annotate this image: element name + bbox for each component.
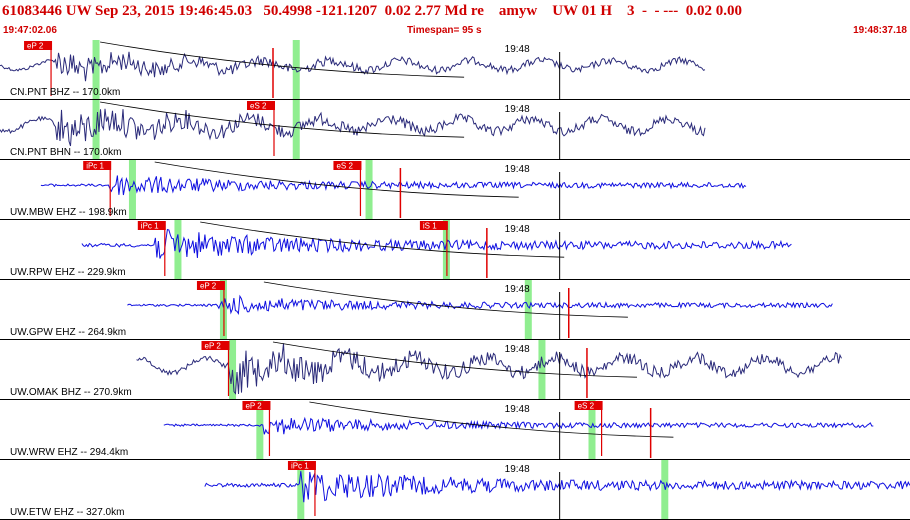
time-marker-label: 19:48 (505, 464, 530, 475)
travel-time-curve (100, 41, 465, 78)
phase-window[interactable] (256, 400, 264, 459)
pick-box[interactable] (196, 281, 225, 290)
phase-pick[interactable]: eS 2 (247, 101, 275, 156)
phase-window[interactable] (588, 400, 596, 459)
time-marker-label: 19:48 (505, 104, 530, 115)
trace-row[interactable]: eP 2 19:48 UW.GPW EHZ -- 264.9km (0, 280, 910, 340)
trace-label: CN.PNT BHZ -- 170.0km (10, 87, 120, 98)
end-time-label: 19:48:37.18 (853, 25, 907, 36)
trace-row[interactable]: eP 2 eS 2 19:48 UW.WRW EHZ -- 294.4km (0, 400, 910, 460)
phase-window[interactable] (92, 40, 100, 99)
phase-pick[interactable]: eP 2 (196, 281, 225, 336)
waveform (81, 228, 792, 259)
travel-time-curve (272, 341, 638, 378)
phase-pick[interactable]: iS 1 (419, 221, 448, 276)
pick-box[interactable] (201, 341, 230, 350)
pick-label: iPc 1 (141, 222, 159, 231)
pick-box[interactable] (247, 101, 275, 110)
start-time-label: 19:47:02.06 (3, 25, 57, 36)
phase-pick[interactable]: iPc 1 (287, 461, 316, 516)
phase-window[interactable] (538, 340, 546, 399)
phase-window[interactable] (297, 460, 305, 519)
time-marker-label: 19:48 (505, 44, 530, 55)
trace-row[interactable]: eS 2 19:48 CN.PNT BHN -- 170.0km (0, 100, 910, 160)
trace-label: CN.PNT BHN -- 170.0km (10, 147, 122, 158)
travel-time-curve (263, 281, 628, 318)
waveform (0, 108, 706, 147)
travel-time-curve (154, 161, 519, 198)
trace-label: UW.GPW EHZ -- 264.9km (10, 327, 126, 338)
travel-time-curve (100, 101, 465, 138)
pick-label: eS 2 (250, 102, 267, 111)
waveform (136, 343, 842, 395)
waveform (204, 471, 910, 503)
pick-label: eS 2 (578, 402, 595, 411)
phase-pick[interactable]: iPc 1 (83, 161, 112, 216)
timespan-label: Timespan= 95 s (407, 25, 482, 36)
travel-time-curve (200, 221, 565, 258)
phase-pick[interactable]: eP 2 (201, 341, 230, 396)
phase-window[interactable] (229, 340, 237, 399)
phase-window[interactable] (524, 280, 532, 339)
trace-label: UW.RPW EHZ -- 229.9km (10, 267, 126, 278)
phase-window[interactable] (174, 220, 182, 279)
trace-row[interactable]: iPc 1 19:48 UW.ETW EHZ -- 327.0km (0, 460, 910, 520)
pick-box[interactable] (333, 161, 362, 170)
trace-row[interactable]: eP 2 19:48 CN.PNT BHZ -- 170.0km (0, 40, 910, 100)
trace-row[interactable]: eP 2 19:48 UW.OMAK BHZ -- 270.9km (0, 340, 910, 400)
time-marker-label: 19:48 (505, 344, 530, 355)
phase-pick[interactable]: eP 2 (242, 401, 271, 456)
pick-label: iS 1 (423, 222, 437, 231)
time-marker-label: 19:48 (505, 404, 530, 415)
pick-label: eS 2 (336, 162, 353, 171)
trace-label: UW.MBW EHZ -- 198.9km (10, 207, 127, 218)
pick-label: iPc 1 (86, 162, 104, 171)
time-marker-label: 19:48 (505, 164, 530, 175)
pick-box[interactable] (83, 161, 112, 170)
pick-label: eP 2 (200, 282, 217, 291)
waveform (0, 51, 706, 82)
trace-row[interactable]: iPc 1 iS 1 19:48 UW.RPW EHZ -- 229.9km (0, 220, 910, 280)
travel-time-curve (309, 401, 674, 438)
pick-box[interactable] (574, 401, 603, 410)
pick-label: eP 2 (205, 342, 222, 351)
phase-window[interactable] (128, 160, 136, 219)
trace-label: UW.WRW EHZ -- 294.4km (10, 447, 128, 458)
trace-label: UW.OMAK BHZ -- 270.9km (10, 387, 132, 398)
pick-box[interactable] (137, 221, 166, 230)
phase-pick[interactable]: eP 2 (24, 41, 53, 96)
seismogram-panel[interactable]: eP 2 19:48 CN.PNT BHZ -- 170.0km eS 2 19:48 C… (0, 40, 910, 520)
pick-box[interactable] (287, 461, 316, 470)
pick-box[interactable] (242, 401, 271, 410)
event-summary-title: 61083446 UW Sep 23, 2015 19:46:45.03 50.… (2, 3, 742, 19)
phase-pick[interactable]: eS 2 (574, 401, 603, 456)
phase-pick[interactable]: eS 2 (333, 161, 362, 216)
pick-label: eP 2 (27, 42, 44, 51)
pick-box[interactable] (24, 41, 53, 50)
waveform (127, 294, 833, 315)
pick-box[interactable] (419, 221, 448, 230)
pick-label: iPc 1 (291, 462, 309, 471)
time-marker-label: 19:48 (505, 284, 530, 295)
phase-pick[interactable]: iPc 1 (137, 221, 166, 276)
time-marker-label: 19:48 (505, 224, 530, 235)
event-header: 61083446 UW Sep 23, 2015 19:46:45.03 50.… (0, 0, 910, 40)
waveform (40, 175, 747, 196)
pick-label: eP 2 (245, 402, 262, 411)
phase-window[interactable] (292, 100, 300, 159)
waveform (163, 416, 874, 435)
trace-label: UW.ETW EHZ -- 327.0km (10, 507, 124, 518)
trace-row[interactable]: iPc 1 eS 2 19:48 UW.MBW EHZ -- 198.9km (0, 160, 910, 220)
